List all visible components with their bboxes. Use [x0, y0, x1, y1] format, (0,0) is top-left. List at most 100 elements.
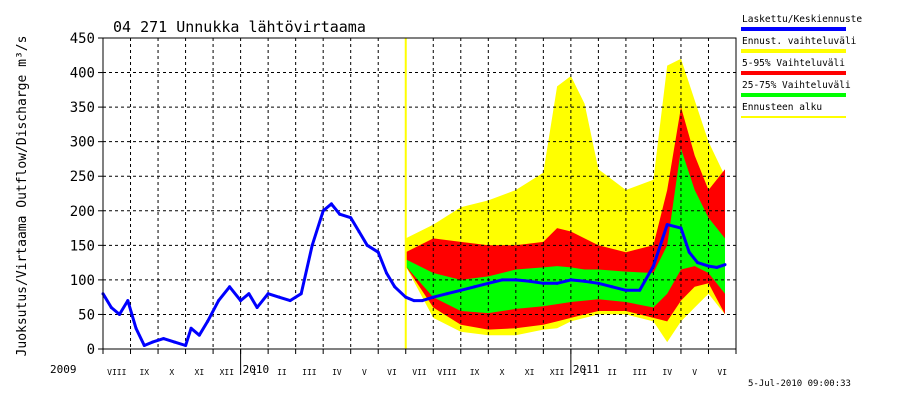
- main-series-point: [357, 230, 361, 234]
- main-series-point: [239, 299, 243, 303]
- main-series-point: [126, 299, 130, 303]
- main-series-point: [266, 292, 270, 296]
- x-tick-label: VIII: [107, 368, 126, 377]
- main-series-point: [459, 288, 463, 292]
- main-series-point: [445, 292, 449, 296]
- main-series-point: [486, 281, 490, 285]
- x-tick-label: II: [277, 368, 287, 377]
- x-tick-label: V: [362, 368, 367, 377]
- x-tick-label: IV: [662, 368, 672, 377]
- x-tick-label: III: [632, 368, 647, 377]
- main-series-point: [514, 278, 518, 282]
- legend-label: 25-75% Vaihteluväli: [742, 80, 851, 91]
- y-tick-label: 50: [78, 307, 95, 323]
- x-tick-label: VIII: [437, 368, 456, 377]
- y-tick-label: 0: [87, 342, 95, 358]
- y-tick-label: 350: [70, 100, 95, 116]
- main-series-point: [365, 243, 369, 247]
- forecast-bands: [405, 58, 725, 343]
- main-series-point: [665, 223, 669, 227]
- main-series-point: [555, 281, 559, 285]
- main-series-point: [706, 264, 710, 268]
- y-tick-label: 200: [70, 204, 95, 220]
- x-tick-label: VI: [387, 368, 397, 377]
- main-series-point: [687, 250, 691, 254]
- main-series-point: [651, 264, 655, 268]
- main-series-point: [393, 285, 397, 289]
- x-tick-label: VI: [717, 368, 727, 377]
- main-series-point: [329, 202, 333, 206]
- main-series-point: [310, 243, 314, 247]
- x-tick-label: I: [252, 368, 257, 377]
- x-tick-label: XI: [525, 368, 535, 377]
- main-series-point: [321, 209, 325, 213]
- main-series-point: [189, 326, 193, 330]
- main-series-point: [583, 279, 587, 283]
- main-series-point: [431, 295, 435, 299]
- main-series-point: [247, 292, 251, 296]
- main-series-point: [338, 212, 342, 216]
- main-series-point: [162, 337, 166, 341]
- main-series-point: [288, 299, 292, 303]
- main-series-point: [197, 333, 201, 337]
- main-series-point: [679, 226, 683, 230]
- y-tick-label: 100: [70, 273, 95, 289]
- y-tick-label: 250: [70, 169, 95, 185]
- main-series-point: [500, 278, 504, 282]
- main-series-point: [255, 306, 259, 310]
- x-tick-label: VII: [412, 368, 427, 377]
- main-series-point: [528, 279, 532, 283]
- legend-label: 5-95% Vaihteluväli: [742, 58, 845, 69]
- main-series-point: [376, 250, 380, 254]
- y-axis-label: Juoksutus/Virtaama Outflow/Discharge m³/…: [15, 36, 30, 357]
- year-label: 2011: [573, 363, 600, 376]
- main-series-point: [206, 319, 210, 323]
- main-series-point: [610, 285, 614, 289]
- x-tick-label: X: [169, 368, 174, 377]
- main-series-point: [384, 271, 388, 275]
- main-series-point: [118, 312, 122, 316]
- year-label: 2009: [50, 363, 77, 376]
- legend: Laskettu/Keskiennuste Ennust. vaihteluväl…: [741, 14, 862, 118]
- main-series-point: [596, 281, 600, 285]
- main-series-point: [184, 344, 188, 348]
- main-series-point: [541, 281, 545, 285]
- main-series-point: [299, 292, 303, 296]
- x-tick-label: IV: [332, 368, 342, 377]
- x-tick-label: XII: [220, 368, 235, 377]
- main-series-point: [412, 299, 416, 303]
- main-series-point: [109, 306, 113, 310]
- timestamp: 5-Jul-2010 09:00:33: [748, 379, 851, 389]
- x-tick-label: III: [302, 368, 317, 377]
- main-series-point: [723, 263, 727, 267]
- legend-label: Ennust. vaihteluväli: [742, 36, 857, 47]
- main-series-point: [420, 299, 424, 303]
- main-series-point: [695, 261, 699, 265]
- main-series-point: [569, 278, 573, 282]
- main-series-point: [228, 285, 232, 289]
- main-series-point: [173, 340, 177, 344]
- x-tick-label: II: [607, 368, 617, 377]
- y-tick-label: 150: [70, 238, 95, 254]
- x-tick-label: XII: [550, 368, 565, 377]
- legend-label: Laskettu/Keskiennuste: [742, 14, 862, 25]
- x-tick-label: I: [582, 368, 587, 377]
- main-series-point: [134, 326, 138, 330]
- legend-label: Ennusteen alku: [742, 102, 822, 113]
- y-tick-label: 400: [70, 66, 95, 82]
- chart-title: 04 271 Unnukka lähtövirtaama: [113, 18, 366, 36]
- y-tick-label: 450: [70, 31, 95, 47]
- main-series: [101, 202, 727, 348]
- x-tick-label: V: [692, 368, 697, 377]
- plot-frame: [102, 37, 737, 350]
- main-series-point: [277, 295, 281, 299]
- main-series-point: [217, 299, 221, 303]
- x-tick-label: XI: [195, 368, 205, 377]
- main-series-point: [142, 344, 146, 348]
- main-series-point: [624, 288, 628, 292]
- main-series-point: [349, 216, 353, 220]
- main-series-point: [404, 295, 408, 299]
- main-series-point: [151, 340, 155, 344]
- main-series-point: [473, 285, 477, 289]
